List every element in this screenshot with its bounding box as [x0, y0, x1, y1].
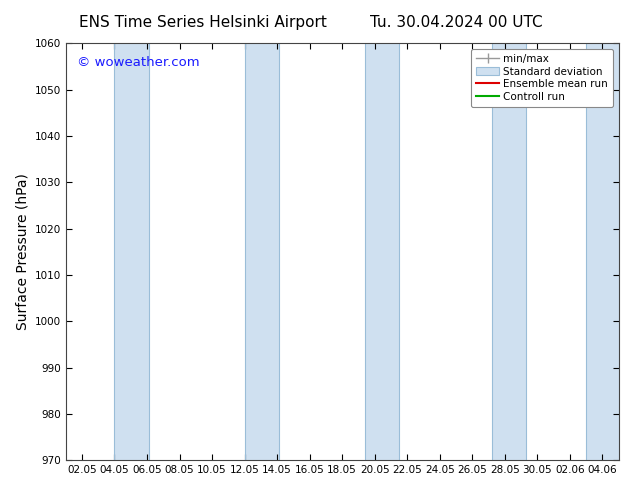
Legend: min/max, Standard deviation, Ensemble mean run, Controll run: min/max, Standard deviation, Ensemble me…: [471, 49, 614, 107]
Text: © woweather.com: © woweather.com: [77, 56, 199, 69]
Text: Tu. 30.04.2024 00 UTC: Tu. 30.04.2024 00 UTC: [370, 15, 543, 30]
Bar: [365, 44, 399, 460]
Bar: [245, 44, 279, 460]
Bar: [492, 44, 526, 460]
Bar: [115, 44, 148, 460]
Y-axis label: Surface Pressure (hPa): Surface Pressure (hPa): [15, 173, 29, 330]
Bar: [586, 44, 625, 460]
Text: ENS Time Series Helsinki Airport: ENS Time Series Helsinki Airport: [79, 15, 327, 30]
